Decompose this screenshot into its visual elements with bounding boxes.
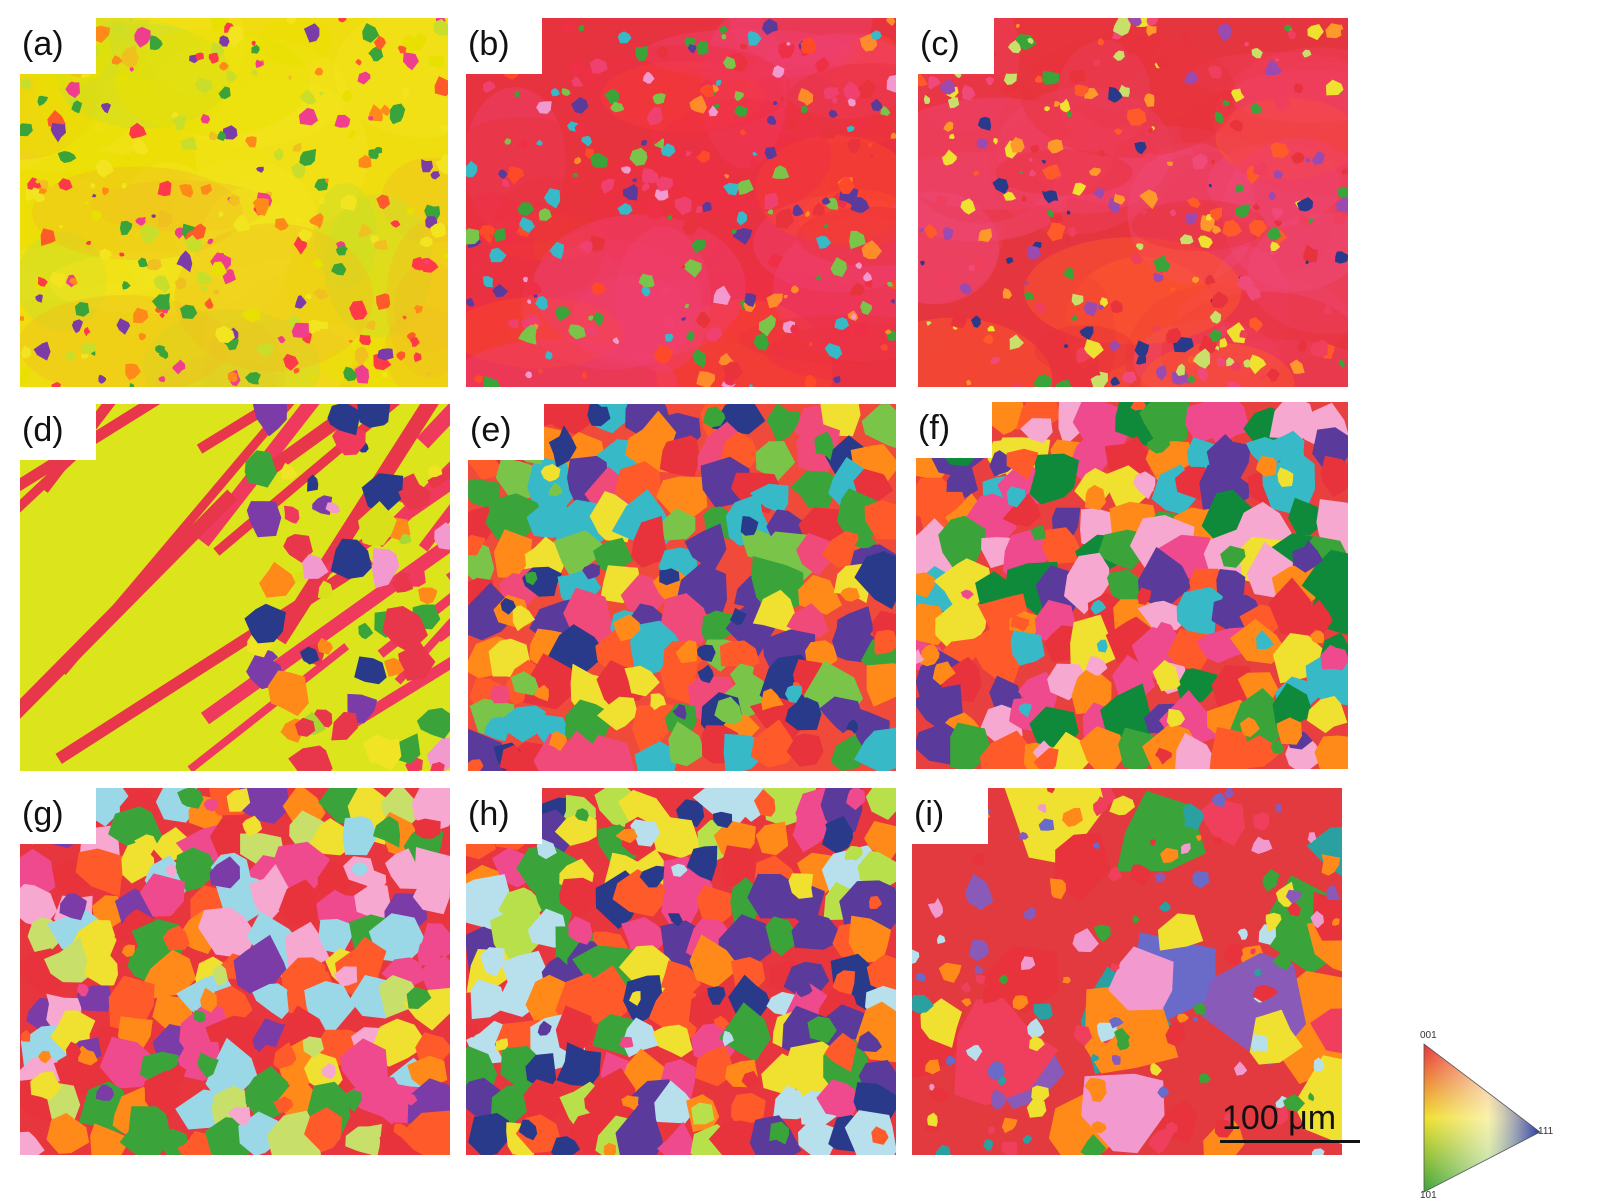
ebsd-map-a <box>20 18 448 387</box>
label-box-i: (i) <box>912 788 988 844</box>
ebsd-map-g <box>20 788 450 1155</box>
ebsd-map-b <box>466 18 896 387</box>
label-box-c: (c) <box>918 18 994 74</box>
ebsd-map-c <box>918 18 1348 387</box>
label-box-g: (g) <box>20 788 96 844</box>
panel-label-g: (g) <box>22 795 64 833</box>
panel-d: (d) <box>20 404 450 771</box>
panel-label-c: (c) <box>920 25 960 63</box>
label-box-e: (e) <box>468 404 544 460</box>
ebsd-map-f <box>916 402 1348 769</box>
panel-b: (b) <box>466 18 896 387</box>
panel-label-a: (a) <box>22 25 64 63</box>
panel-label-e: (e) <box>470 411 512 449</box>
panel-label-b: (b) <box>468 25 510 63</box>
ipf-label-111: 111 <box>1538 1126 1554 1137</box>
panel-g: (g) <box>20 788 450 1155</box>
panel-label-i: (i) <box>914 795 945 833</box>
ipf-label-001: 001 <box>1420 1030 1437 1041</box>
panel-label-f: (f) <box>918 409 951 447</box>
label-box-h: (h) <box>466 788 542 844</box>
ebsd-map-i <box>912 788 1342 1155</box>
ipf-triangle <box>1423 1043 1541 1193</box>
ipf-color-key: 001 101 111 <box>1420 1030 1610 1201</box>
panel-label-h: (h) <box>468 795 510 833</box>
ebsd-map-h <box>466 788 896 1155</box>
label-box-d: (d) <box>20 404 96 460</box>
panel-a: (a) <box>20 18 448 387</box>
label-box-b: (b) <box>466 18 542 74</box>
panel-i: (i) <box>912 788 1342 1155</box>
ipf-label-101: 101 <box>1420 1190 1437 1201</box>
panel-e: (e) <box>468 404 896 771</box>
panel-f: (f) <box>916 402 1348 769</box>
scale-bar <box>1220 1140 1360 1143</box>
panel-label-d: (d) <box>22 411 64 449</box>
ebsd-map-e <box>468 404 896 771</box>
panel-h: (h) <box>466 788 896 1155</box>
panel-c: (c) <box>918 18 1348 387</box>
ebsd-map-d <box>20 404 450 771</box>
label-box-a: (a) <box>20 18 96 74</box>
label-box-f: (f) <box>916 402 992 458</box>
scale-bar-label: 100 μm <box>1222 1099 1337 1137</box>
